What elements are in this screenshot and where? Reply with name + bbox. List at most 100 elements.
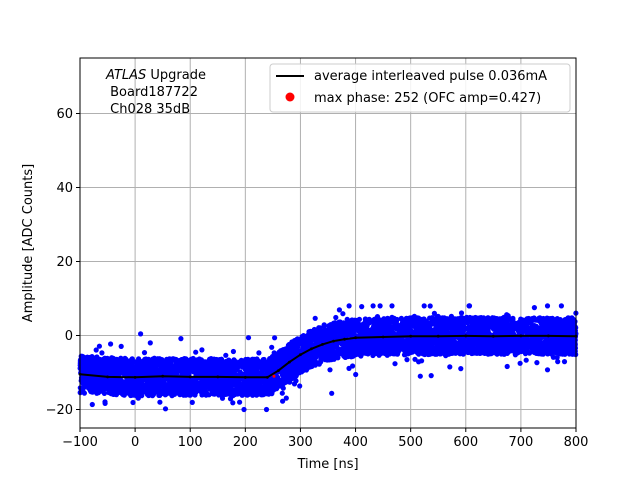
scatter-point [561,347,567,353]
scatter-point [377,303,383,309]
scatter-point [286,368,292,374]
scatter-point [97,387,103,393]
scatter-point [237,363,243,369]
scatter-point [128,360,134,366]
scatter-point [410,339,416,345]
scatter-point [226,366,232,372]
scatter-point [408,329,414,335]
scatter-point [540,340,546,346]
scatter-point [299,365,305,371]
scatter-point [103,356,109,362]
scatter-point [421,303,427,309]
scatter-point [150,370,156,376]
scatter-point [375,316,381,322]
scatter-point [246,360,252,366]
scatter-point [416,359,422,365]
scatter-point [427,322,433,328]
scatter-point [391,351,397,357]
scatter-point [489,342,495,348]
scatter-point [257,370,263,376]
scatter-point [109,367,115,373]
scatter-point [162,406,169,412]
scatter-point [114,361,120,367]
scatter-point [102,399,108,405]
scatter-point [362,349,368,355]
scatter-point [407,350,413,356]
scatter-point [157,369,163,375]
scatter-point [181,379,187,385]
scatter-point [389,326,395,332]
scatter-point [548,321,555,327]
scatter-point [337,319,343,325]
scatter-point [523,357,529,363]
scatter-point [89,354,95,360]
scatter-point [389,314,395,320]
scatter-point [544,367,551,373]
scatter-point [370,317,376,324]
scatter-point [211,391,217,397]
scatter-point [525,327,531,333]
scatter-point [130,399,136,406]
scatter-point [498,343,504,349]
scatter-point [113,370,119,376]
scatter-point [508,336,514,342]
scatter-point [378,350,384,356]
scatter-point [554,355,560,361]
scatter-point [294,339,300,345]
scatter-point [562,340,568,346]
scatter-point [447,364,453,370]
scatter-point [414,347,420,353]
scatter-point [555,359,561,365]
scatter-point [327,367,333,373]
scatter-point [199,347,205,353]
scatter-point [308,338,314,344]
scatter-point [141,350,148,356]
scatter-point [427,315,433,321]
scatter-point [99,350,105,356]
scatter-point [280,398,286,404]
scatter-point [230,348,236,355]
scatter-point [458,366,464,372]
scatter-point [413,319,419,325]
scatter-point [373,340,379,346]
scatter-point [300,359,306,366]
scatter-point [414,315,421,321]
scatter-point [327,336,333,342]
scatter-point [458,310,465,316]
scatter-point [157,399,163,405]
scatter-point [404,318,410,324]
scatter-point [545,330,552,337]
scatter-point [531,305,538,311]
scatter-point [277,383,283,389]
scatter-point [189,399,195,405]
scatter-point [531,339,538,345]
scatter-point [181,370,187,376]
scatter-point [367,328,373,334]
scatter-point [323,332,330,338]
scatter-point [388,338,395,344]
scatter-point [80,386,86,392]
scatter-point [322,351,328,357]
scatter-point [283,395,289,401]
scatter-point [111,385,117,392]
scatter-point [201,382,207,388]
scatter-point [416,324,422,330]
scatter-point [89,401,95,408]
scatter-point [517,345,523,351]
scatter-point [312,315,318,321]
scatter-point [447,341,453,347]
scatter-point [336,307,342,313]
scatter-point [297,383,303,389]
scatter-point [401,340,407,347]
scatter-point [522,341,528,347]
scatter-point [517,360,523,366]
scatter-point [531,335,537,341]
scatter-point [353,371,359,378]
scatter-point [313,327,320,333]
scatter-point [160,390,166,396]
scatter-point [279,390,285,396]
scatter-point [457,348,463,354]
scatter-point [357,340,363,346]
scatter-point [370,331,377,337]
scatter-point [345,353,351,360]
